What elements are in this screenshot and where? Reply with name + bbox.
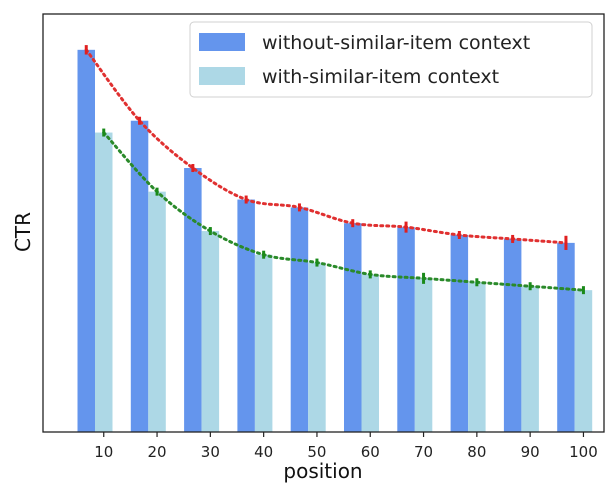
bar-with-30 [201,231,220,432]
y-axis-title: CTR [11,212,35,252]
x-tick-label-20: 20 [148,443,167,461]
bar-with-10 [95,132,113,432]
x-tick-label-100: 100 [569,443,598,461]
bar-without-60 [344,223,362,432]
bar-with-50 [308,262,326,432]
bar-without-50 [290,207,309,432]
bar-with-80 [468,282,486,432]
bar-without-40 [237,199,255,432]
x-axis-title: position [283,459,362,483]
x-tick-label-10: 10 [94,443,113,461]
bars-layer [77,49,593,433]
bar-without-100 [557,242,575,432]
bar-with-40 [254,254,273,432]
legend-box [189,21,593,98]
bar-with-70 [414,278,433,432]
x-tick-label-40: 40 [254,443,273,461]
bar-without-30 [184,168,202,432]
bar-without-90 [503,238,522,432]
plot-frame [42,13,605,433]
x-tick-label-50: 50 [307,443,326,461]
bar-without-70 [397,227,415,432]
x-axis-ticks: 10 20 30 40 50 60 70 80 90 100 [94,432,598,461]
x-tick-label-60: 60 [361,443,380,461]
legend-swatch-with-context [199,67,245,85]
x-tick-label-30: 30 [201,443,220,461]
trend-layer [84,48,585,292]
bar-without-10 [77,49,95,432]
x-tick-label-90: 90 [521,443,540,461]
error-layer [84,45,585,295]
bar-with-90 [521,286,539,432]
bar-with-100 [574,290,593,432]
bar-with-60 [361,274,379,432]
bar-without-80 [450,235,469,432]
x-tick-label-80: 80 [467,443,486,461]
x-tick-label-70: 70 [414,443,433,461]
bar-with-20 [148,191,166,432]
bar-without-20 [130,120,149,433]
legend-swatch-without-context [199,33,245,51]
legend-label-with-context: with-similar-item context [262,66,499,88]
legend-label-without-context: without-similar-item context [262,32,530,54]
trend-line-without [84,48,568,245]
trend-line-with [102,131,585,292]
legend: without-similar-item context with-simila… [189,21,593,98]
